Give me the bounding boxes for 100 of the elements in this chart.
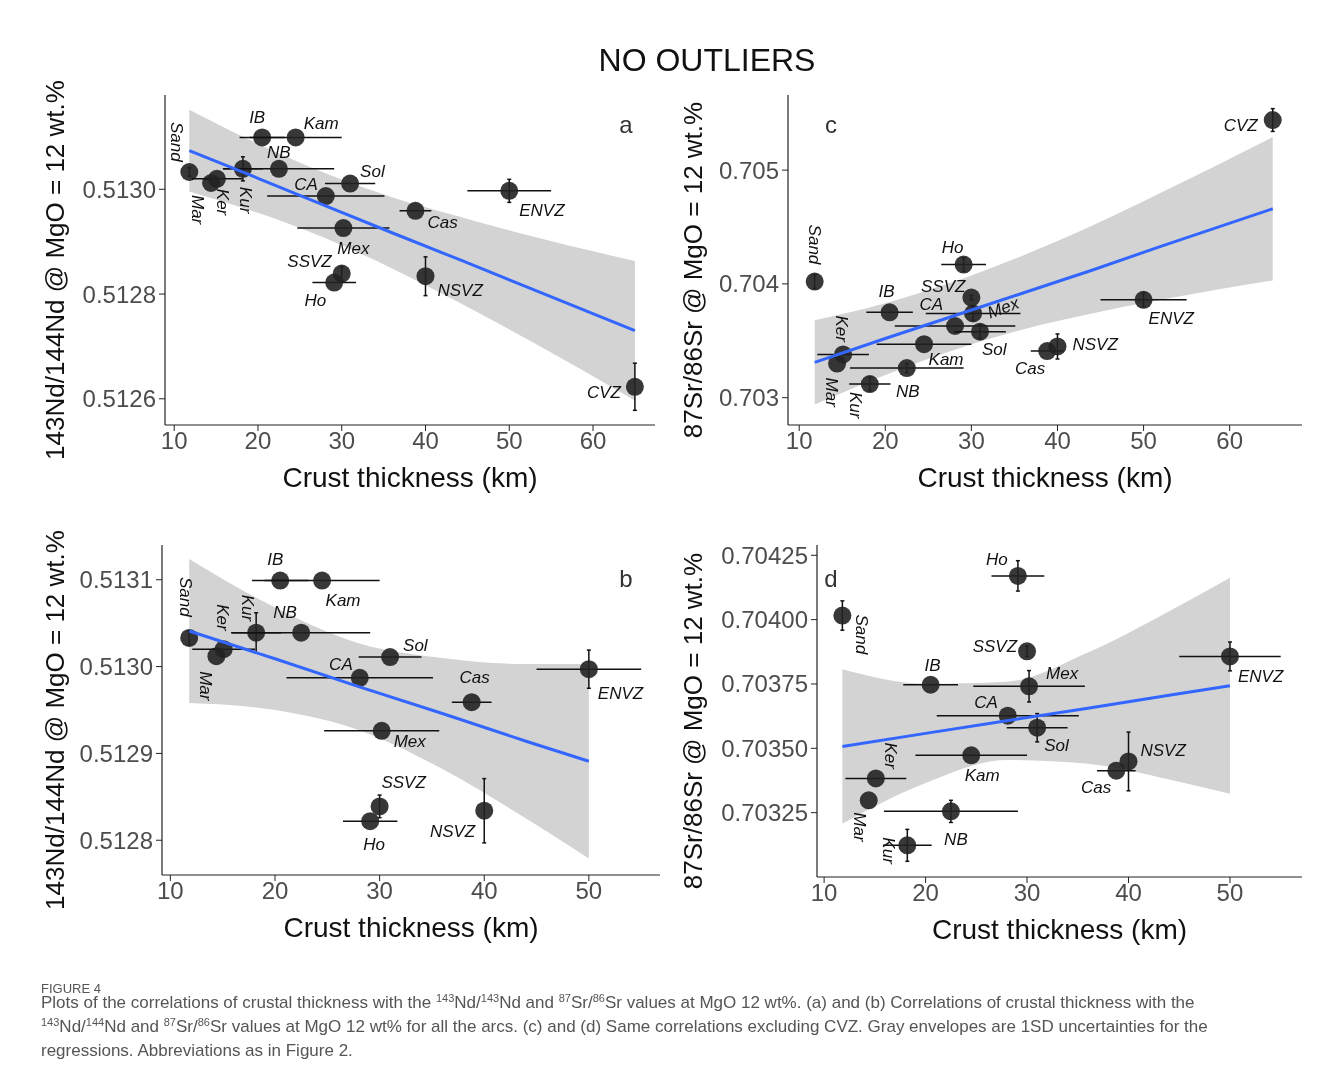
annotation: Mar — [195, 671, 215, 702]
annotation: c — [825, 110, 837, 138]
annotation: ENVZ — [1237, 666, 1284, 686]
annotation: Kam — [303, 113, 339, 133]
annotation: Kur — [236, 186, 256, 215]
annotation: Ker — [213, 188, 233, 217]
annotation: Mar — [821, 377, 841, 409]
x-tick-label: 40 — [1044, 427, 1071, 454]
annotation: Ker — [213, 604, 233, 632]
annotation: CA — [294, 174, 318, 194]
annotation: IB — [924, 656, 941, 676]
x-axis-title: Crust thickness (km) — [917, 462, 1173, 493]
annotation: SSVZ — [287, 252, 333, 272]
x-tick-label: 30 — [366, 877, 393, 904]
y-tick-label: 0.5129 — [79, 739, 153, 767]
x-tick-label: 60 — [579, 427, 607, 454]
x-tick-label: 20 — [871, 427, 899, 454]
x-tick-label: 10 — [810, 879, 838, 906]
annotation: Ho — [986, 550, 1008, 570]
annotation: Sol — [982, 340, 1008, 360]
annotation: b — [619, 564, 633, 592]
annotation: Sol — [403, 635, 429, 655]
annotation: Ker — [881, 742, 901, 771]
y-axis-title: 87Sr/86Sr @ MgO = 12 wt.% — [678, 101, 708, 439]
y-axis-title: 143Nd/144Nd @ MgO = 12 wt.% — [40, 530, 70, 910]
annotation: Kam — [964, 765, 1000, 785]
annotation: Sand — [805, 224, 825, 265]
annotation: Mex — [1046, 663, 1079, 683]
x-tick-label: 10 — [785, 427, 813, 454]
annotation: Sol — [1044, 736, 1070, 756]
annotation: CA — [919, 294, 944, 314]
annotation: SSVZ — [381, 772, 427, 792]
annotation: IB — [267, 550, 284, 570]
x-tick-label: 20 — [261, 877, 289, 904]
annotation: Cas — [459, 667, 491, 687]
annotation: NB — [896, 381, 920, 401]
annotation: Sand — [166, 122, 186, 163]
annotation: IB — [249, 107, 266, 127]
y-tick-label: 0.5128 — [82, 280, 156, 308]
annotation: Cas — [1081, 778, 1112, 798]
annotation: Mex — [393, 732, 427, 752]
annotation: Cas — [1014, 358, 1046, 378]
x-tick-label: 50 — [1216, 879, 1244, 906]
y-tick-label: 0.70425 — [721, 541, 808, 569]
annotation: Kam — [325, 591, 361, 611]
x-tick-label: 10 — [157, 877, 184, 904]
y-axis-title: 87Sr/86Sr @ MgO = 12 wt.% — [678, 552, 708, 890]
annotation: Cas — [427, 213, 459, 233]
y-axis-title: 143Nd/144Nd @ MgO = 12 wt.% — [40, 80, 70, 460]
annotation: Mar — [187, 195, 207, 226]
x-tick-label: 50 — [495, 427, 523, 454]
y-tick-label: 0.5131 — [79, 566, 153, 594]
x-tick-label: 50 — [575, 877, 603, 904]
y-tick-label: 0.703 — [718, 384, 779, 412]
annotation: a — [619, 110, 634, 138]
annotation: IB — [878, 281, 895, 301]
y-tick-label: 0.70400 — [721, 606, 808, 634]
annotation: Kam — [928, 349, 964, 369]
annotation: Ho — [941, 238, 964, 258]
annotation: Sol — [360, 162, 386, 182]
annotation: NB — [273, 603, 297, 623]
annotation: NSVZ — [429, 822, 476, 842]
x-tick-label: 30 — [1013, 879, 1041, 906]
x-tick-label: 40 — [470, 877, 498, 904]
annotation: NB — [267, 143, 291, 163]
y-tick-label: 0.5130 — [82, 175, 156, 203]
annotation: NSVZ — [1072, 334, 1119, 354]
x-tick-label: 60 — [1216, 427, 1244, 454]
y-tick-label: 0.5126 — [82, 385, 156, 413]
x-axis-title: Crust thickness (km) — [931, 914, 1188, 945]
x-tick-label: 20 — [912, 879, 939, 906]
annotation: CA — [329, 655, 353, 675]
y-tick-label: 0.5130 — [79, 653, 153, 681]
x-tick-label: 40 — [412, 427, 439, 454]
x-tick-label: 30 — [958, 427, 985, 454]
y-tick-label: 0.70350 — [721, 734, 808, 762]
x-axis-title: Crust thickness (km) — [282, 462, 538, 493]
chart-title: NO OUTLIERS — [598, 42, 816, 78]
x-tick-label: 10 — [160, 427, 188, 454]
annotation: ENVZ — [519, 201, 566, 221]
annotation: ENVZ — [597, 683, 644, 703]
annotation: ENVZ — [1148, 309, 1195, 329]
x-tick-label: 50 — [1130, 427, 1157, 454]
annotation: CVZ — [1223, 115, 1259, 135]
y-tick-label: 0.705 — [718, 156, 779, 184]
annotation: SSVZ — [920, 277, 966, 297]
annotation: Mex — [337, 238, 370, 258]
annotation: d — [824, 564, 838, 592]
annotation: Mar — [850, 812, 870, 843]
annotation: NB — [944, 829, 968, 849]
y-tick-label: 0.70325 — [721, 799, 808, 827]
x-axis-title: Crust thickness (km) — [283, 912, 539, 943]
x-tick-label: 20 — [244, 427, 272, 454]
annotation: Ho — [363, 834, 386, 854]
annotation: Sand — [851, 614, 871, 655]
annotation: CA — [974, 693, 998, 713]
x-tick-label: 40 — [1115, 879, 1142, 906]
y-tick-label: 0.704 — [718, 270, 779, 298]
x-tick-label: 30 — [328, 427, 356, 454]
annotation: SSVZ — [972, 636, 1018, 656]
